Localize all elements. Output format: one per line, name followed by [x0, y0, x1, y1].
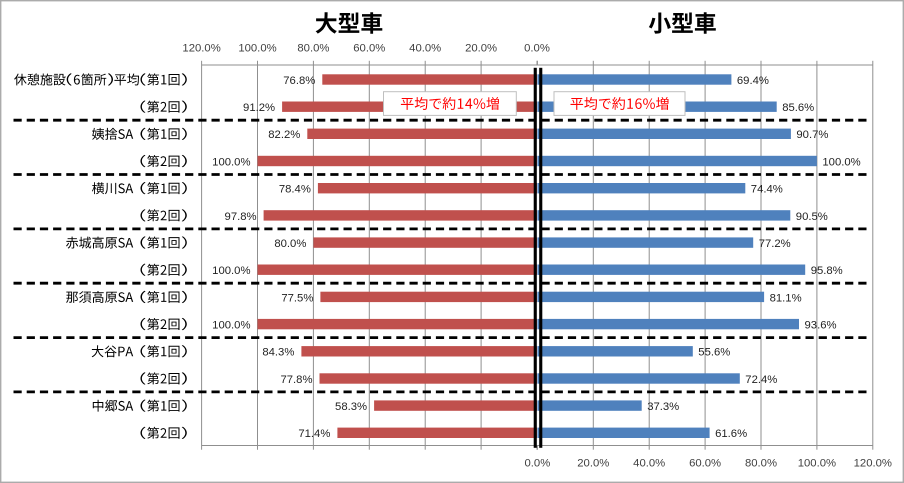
- svg-text:37.3%: 37.3%: [647, 401, 679, 413]
- svg-text:61.6%: 61.6%: [715, 428, 747, 440]
- svg-text:100.0%: 100.0%: [798, 458, 836, 470]
- svg-text:120.0%: 120.0%: [854, 458, 892, 470]
- svg-text:91.2%: 91.2%: [243, 102, 275, 114]
- svg-text:100.0%: 100.0%: [212, 265, 250, 277]
- svg-text:90.7%: 90.7%: [796, 129, 828, 141]
- svg-text:97.8%: 97.8%: [225, 211, 257, 223]
- svg-text:0.0%: 0.0%: [524, 43, 550, 55]
- svg-text:100.0%: 100.0%: [238, 43, 276, 55]
- svg-text:80.0%: 80.0%: [274, 238, 306, 250]
- svg-text:76.8%: 76.8%: [283, 75, 315, 87]
- svg-text:81.1%: 81.1%: [770, 292, 802, 304]
- svg-text:77.5%: 77.5%: [281, 292, 313, 304]
- svg-text:95.8%: 95.8%: [811, 265, 843, 277]
- svg-text:85.6%: 85.6%: [782, 102, 814, 114]
- svg-text:90.5%: 90.5%: [796, 211, 828, 223]
- svg-text:58.3%: 58.3%: [335, 401, 367, 413]
- svg-text:40.0%: 40.0%: [633, 458, 665, 470]
- svg-text:72.4%: 72.4%: [745, 374, 777, 386]
- svg-text:77.8%: 77.8%: [280, 374, 312, 386]
- svg-text:100.0%: 100.0%: [212, 156, 250, 168]
- svg-text:84.3%: 84.3%: [262, 347, 294, 359]
- svg-text:74.4%: 74.4%: [751, 184, 783, 196]
- svg-text:80.0%: 80.0%: [297, 43, 329, 55]
- svg-text:60.0%: 60.0%: [353, 43, 385, 55]
- svg-text:20.0%: 20.0%: [465, 43, 497, 55]
- svg-text:20.0%: 20.0%: [577, 458, 609, 470]
- svg-text:82.2%: 82.2%: [268, 129, 300, 141]
- svg-text:40.0%: 40.0%: [409, 43, 441, 55]
- svg-text:77.2%: 77.2%: [759, 238, 791, 250]
- svg-text:93.6%: 93.6%: [805, 320, 837, 332]
- svg-text:0.0%: 0.0%: [525, 458, 551, 470]
- svg-text:100.0%: 100.0%: [212, 320, 250, 332]
- svg-text:69.4%: 69.4%: [737, 75, 769, 87]
- svg-text:55.6%: 55.6%: [698, 347, 730, 359]
- svg-text:100.0%: 100.0%: [822, 156, 860, 168]
- svg-text:78.4%: 78.4%: [279, 184, 311, 196]
- svg-text:71.4%: 71.4%: [298, 428, 330, 440]
- svg-text:80.0%: 80.0%: [745, 458, 777, 470]
- svg-text:120.0%: 120.0%: [182, 43, 220, 55]
- svg-text:60.0%: 60.0%: [689, 458, 721, 470]
